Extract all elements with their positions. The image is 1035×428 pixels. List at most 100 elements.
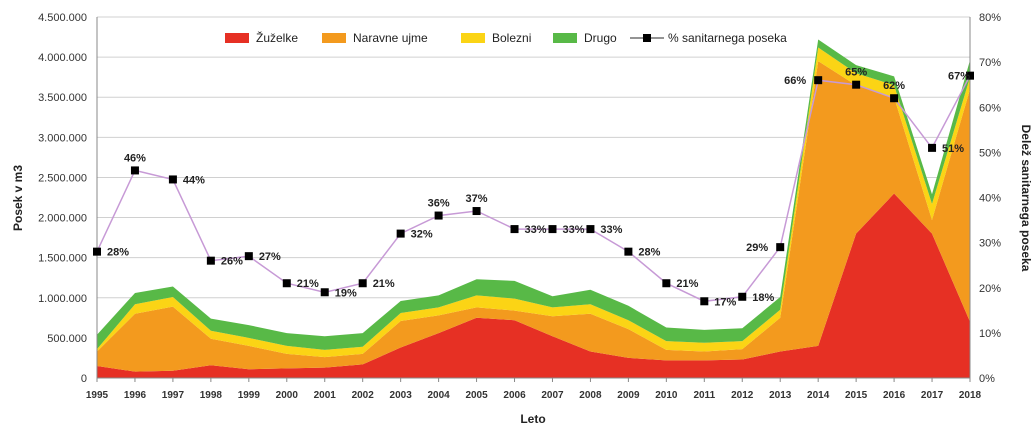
percentage-marker: [890, 94, 899, 103]
percentage-marker: [168, 175, 177, 184]
x-tick-label: 2004: [427, 390, 450, 401]
percentage-data-label: 29%: [746, 242, 768, 254]
x-tick-label: 1997: [162, 390, 185, 401]
percentage-data-label: 51%: [942, 143, 964, 155]
x-axis-title: Leto: [520, 412, 545, 426]
y2-tick-label: 30%: [979, 238, 1001, 250]
y2-tick-label: 50%: [979, 147, 1001, 159]
stacked-areas: [97, 39, 970, 378]
percentage-marker: [966, 71, 974, 80]
percentage-data-label: 21%: [373, 278, 395, 290]
percentage-marker: [244, 252, 253, 261]
percentage-data-label: 26%: [221, 256, 243, 268]
legend-marker-sample: [643, 34, 651, 42]
y-tick-label: 2.500.000: [38, 172, 87, 184]
percentage-marker: [206, 256, 215, 265]
area-naravne-ujme: [97, 61, 970, 372]
percentage-marker: [93, 247, 101, 256]
y-tick-label: 500.000: [47, 333, 87, 345]
x-tick-label: 2014: [807, 390, 830, 401]
y-tick-labels: 0 500.000 1.000.000 1.500.000 2.000.000 2.500…: [38, 12, 87, 385]
percentage-marker: [624, 247, 633, 256]
percentage-marker: [282, 279, 291, 288]
percentage-data-label: 19%: [335, 287, 357, 299]
percentage-data-label: 32%: [411, 229, 433, 241]
y2-tick-label: 10%: [979, 328, 1001, 340]
legend-swatch-zuzelke: [225, 33, 249, 43]
x-tick-label: 1995: [86, 390, 109, 401]
y2-tick-label: 60%: [979, 102, 1001, 114]
legend-label-sanitarni: % sanitarnega poseka: [668, 31, 787, 45]
percentage-data-label: 65%: [845, 67, 867, 79]
y-tick-label: 1.500.000: [38, 253, 87, 265]
x-tick-label: 2006: [503, 390, 526, 401]
x-tick-label: 1999: [238, 390, 261, 401]
area-drugo: [97, 39, 970, 350]
x-tick-label: 2008: [579, 390, 602, 401]
legend-label-drugo: Drugo: [584, 31, 617, 45]
x-tick-label: 2012: [731, 390, 754, 401]
percentage-marker: [320, 288, 329, 297]
x-tick-label: 2018: [959, 390, 982, 401]
percentage-marker: [852, 80, 861, 89]
x-tick-label: 2011: [693, 390, 715, 401]
y-tick-label: 2.000.000: [38, 213, 87, 225]
percentage-data-label: 18%: [752, 292, 774, 304]
percentage-marker: [130, 166, 139, 175]
x-tick-labels: 1995 1996 1997 1998 1999 2000 2001 2002 2003 2004…: [86, 378, 982, 401]
x-tick-label: 2005: [465, 390, 488, 401]
legend-swatch-drugo: [553, 33, 577, 43]
x-tick-label: 2007: [541, 390, 564, 401]
percentage-marker: [928, 143, 937, 152]
percentage-marker: [434, 211, 443, 220]
y-tick-label: 1.000.000: [38, 293, 87, 305]
percentage-data-label: 21%: [297, 278, 319, 290]
percentage-data-label: 67%: [948, 71, 970, 83]
y-tick-label: 3.000.000: [38, 132, 87, 144]
legend: Žuželke Naravne ujme Bolezni Drugo % san…: [225, 30, 787, 45]
area-zuzelke: [97, 193, 970, 378]
percentage-marker: [662, 279, 671, 288]
y2-tick-labels: 0% 10% 20% 30% 40% 50% 60% 70% 80%: [979, 12, 1001, 385]
x-tick-label: 2009: [617, 390, 640, 401]
percentage-marker: [548, 225, 557, 234]
y2-tick-label: 80%: [979, 12, 1001, 24]
percentage-data-label: 27%: [259, 251, 281, 263]
y-axis-title: Posek v m3: [11, 165, 25, 231]
x-tick-label: 2015: [845, 390, 868, 401]
percentage-marker: [472, 207, 481, 216]
y2-tick-label: 70%: [979, 57, 1001, 69]
percentage-data-label: 28%: [107, 247, 129, 259]
y2-axis-title: Delež sanitarnega poseka: [1019, 125, 1033, 272]
x-tick-label: 2001: [314, 390, 337, 401]
y-tick-label: 4.500.000: [38, 12, 87, 24]
percentage-data-label: 21%: [676, 278, 698, 290]
legend-swatch-naravne-ujme: [322, 33, 346, 43]
percentage-line: [93, 71, 974, 306]
percentage-line-path: [96, 75, 971, 303]
percentage-marker: [776, 243, 785, 252]
y2-tick-label: 40%: [979, 193, 1001, 205]
y-tick-label: 0: [81, 373, 87, 385]
percentage-data-labels: 28% 46% 44% 26% 27% 21% 19% 21% 32% 36% 37% 33% 33% 3…: [107, 67, 970, 309]
percentage-data-label: 33%: [562, 224, 584, 236]
x-tick-label: 2000: [276, 390, 299, 401]
percentage-data-label: 66%: [784, 75, 806, 87]
percentage-marker: [738, 292, 747, 301]
legend-label-naravne-ujme: Naravne ujme: [353, 31, 428, 45]
x-tick-label: 2017: [921, 390, 944, 401]
percentage-data-label: 62%: [883, 80, 905, 92]
x-tick-label: 1998: [200, 390, 223, 401]
x-tick-label: 2016: [883, 390, 906, 401]
y2-tick-label: 20%: [979, 283, 1001, 295]
x-tick-label: 2002: [352, 390, 375, 401]
percentage-marker: [586, 225, 595, 234]
x-tick-label: 2013: [769, 390, 792, 401]
percentage-data-label: 33%: [525, 224, 547, 236]
percentage-marker: [814, 76, 823, 85]
x-tick-label: 2003: [390, 390, 413, 401]
legend-label-bolezni: Bolezni: [492, 31, 531, 45]
percentage-data-label: 33%: [600, 224, 622, 236]
percentage-data-label: 46%: [124, 152, 146, 164]
